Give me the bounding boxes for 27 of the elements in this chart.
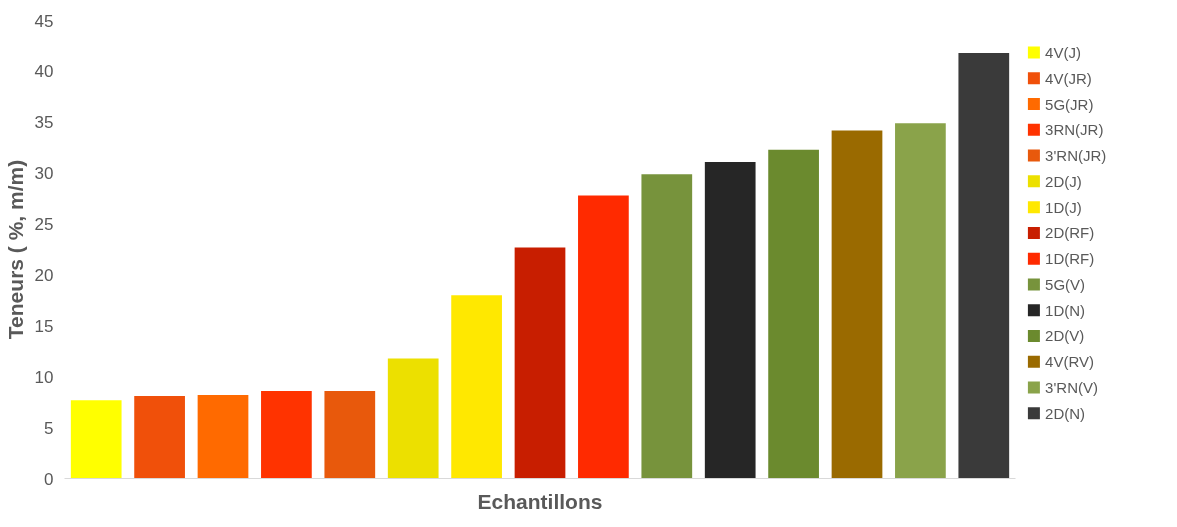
legend-label: 3'RN(V): [1045, 378, 1098, 396]
legend-label: 1D(RF): [1045, 250, 1095, 268]
y-tick-label: 10: [34, 367, 54, 387]
legend-label: 3'RN(JR): [1045, 147, 1107, 165]
legend-label: 4V(J): [1045, 44, 1081, 62]
y-tick-label: 25: [34, 215, 54, 235]
y-tick-label: 30: [34, 164, 54, 184]
y-tick-label: 20: [34, 265, 54, 285]
legend-label: 1D(N): [1045, 301, 1086, 319]
legend-label: 3RN(JR): [1045, 121, 1104, 139]
x-axis-title: Echantillons: [477, 489, 603, 513]
y-tick-label: 40: [34, 62, 54, 82]
legend-label: 2D(V): [1045, 327, 1085, 345]
y-axis-title: Teneurs ( %, m/m): [3, 159, 27, 340]
legend-label: 4V(JR): [1045, 69, 1092, 87]
legend-label: 2D(N): [1045, 404, 1086, 422]
legend-label: 5G(V): [1045, 275, 1086, 293]
y-tick-label: 35: [34, 113, 54, 133]
legend-label: 1D(J): [1045, 198, 1082, 216]
y-tick-label: 45: [34, 11, 54, 31]
y-tick-label: 5: [44, 418, 54, 438]
legend-label: 2D(RF): [1045, 224, 1095, 242]
legend-label: 2D(J): [1045, 172, 1082, 190]
y-tick-label: 15: [34, 316, 54, 336]
y-tick-label: 0: [44, 469, 54, 489]
legend-label: 4V(RV): [1045, 353, 1095, 371]
legend-label: 5G(JR): [1045, 95, 1094, 113]
